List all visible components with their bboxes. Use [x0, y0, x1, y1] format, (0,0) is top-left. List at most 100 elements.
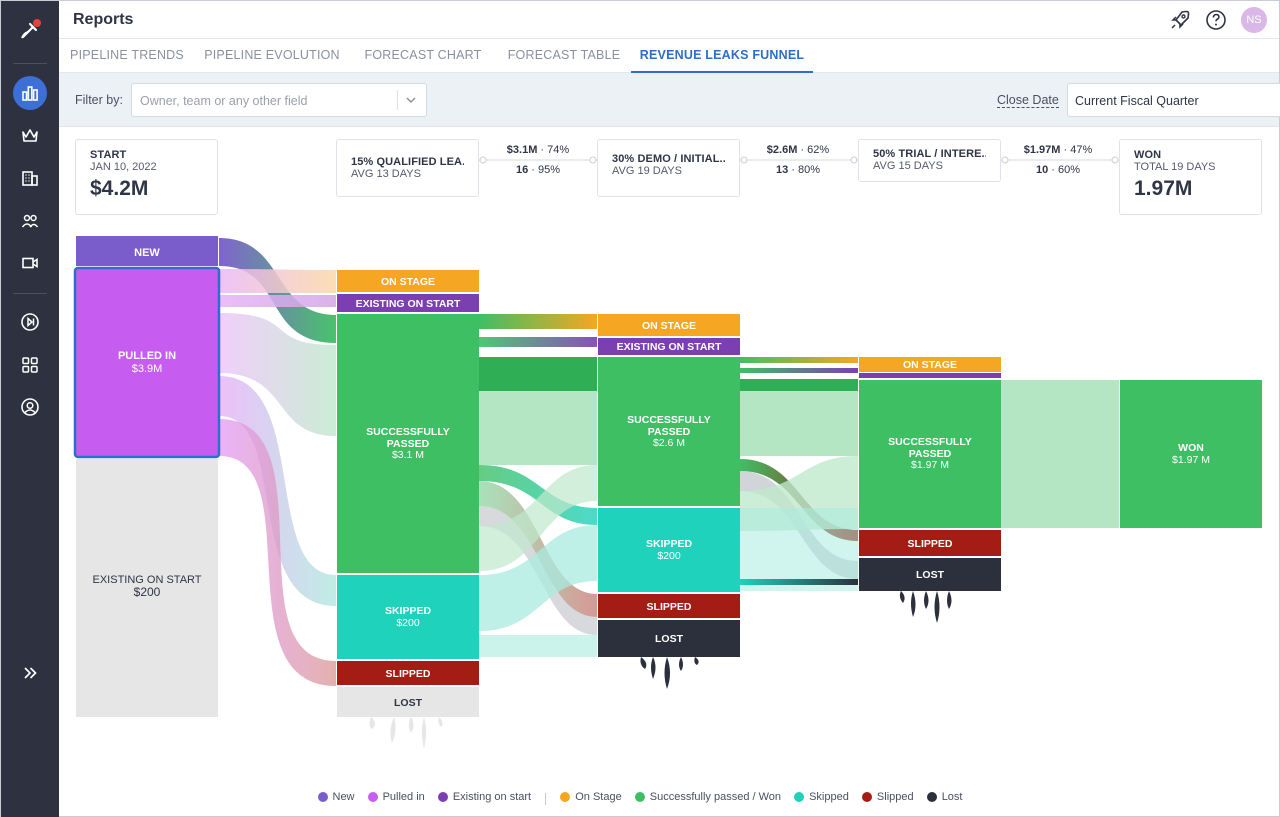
- tab-revenue-leaks-funnel[interactable]: REVENUE LEAKS FUNNEL: [631, 39, 813, 73]
- c3-passed-label-2: PASSED: [909, 448, 952, 460]
- c1-on-stage[interactable]: [337, 270, 479, 292]
- c3-successfully-passed[interactable]: [859, 380, 1001, 528]
- connector-count: 16: [515, 164, 529, 176]
- close-date-label[interactable]: Close Date: [997, 93, 1059, 108]
- c3-on-stage[interactable]: [859, 357, 1001, 372]
- close-date-select[interactable]: Current Fiscal Quarter: [1067, 83, 1280, 117]
- c3-existing-on-start[interactable]: [859, 373, 1001, 378]
- connector-pct: 74%: [547, 144, 570, 156]
- c3-lost[interactable]: [859, 558, 1001, 591]
- node-existing-on-start[interactable]: [76, 459, 218, 717]
- legend-item-pulled-in[interactable]: Pulled in: [367, 791, 425, 803]
- c3-slipped[interactable]: [859, 530, 1001, 556]
- filter-input[interactable]: Owner, team or any other field: [131, 83, 427, 117]
- c2-successfully-passed[interactable]: [598, 357, 740, 506]
- sidebar-item-accounts[interactable]: [13, 161, 47, 195]
- tab-pipeline-trends[interactable]: PIPELINE TRENDS: [70, 48, 184, 62]
- node-new[interactable]: [76, 236, 218, 266]
- expand-sidebar-button[interactable]: [13, 656, 47, 690]
- legend-item-existing-on-start[interactable]: Existing on start: [437, 791, 532, 803]
- c1-slipped-label: SLIPPED: [386, 668, 431, 680]
- legend-item-slipped[interactable]: Slipped: [861, 791, 914, 803]
- connector-count-pct: 80%: [798, 164, 821, 176]
- rocket-icon: [1171, 10, 1190, 29]
- won-title: WON: [1134, 149, 1162, 161]
- stage-avg: AVG 13 DAYS: [351, 168, 421, 180]
- c1-skipped[interactable]: [337, 575, 479, 659]
- c1-successfully-passed[interactable]: [337, 314, 479, 573]
- sidebar-item-people[interactable]: [13, 204, 47, 238]
- c1-passed-label-2: PASSED: [387, 438, 430, 450]
- legend-dot: [437, 792, 448, 802]
- legend-label: Lost: [941, 791, 963, 803]
- filter-placeholder: Owner, team or any other field: [140, 94, 308, 108]
- filter-separator: [397, 90, 398, 110]
- c2-skipped[interactable]: [598, 508, 740, 592]
- node-pulled-in[interactable]: [73, 266, 221, 459]
- c1-skipped-value: $200: [396, 617, 420, 629]
- node-won[interactable]: [1120, 380, 1262, 528]
- rocket-button[interactable]: [1169, 9, 1191, 36]
- legend-item-skipped[interactable]: Skipped: [794, 791, 849, 803]
- c3-passed-label-1: SUCCESSFULLY: [888, 436, 972, 448]
- c2-skipped-value: $200: [657, 550, 681, 562]
- tab-pipeline-evolution[interactable]: PIPELINE EVOLUTION: [204, 48, 340, 62]
- stage-title: 15% QUALIFIED LEA...: [351, 156, 464, 168]
- bar-chart-icon: [22, 86, 38, 101]
- c2-leak-drips: [640, 657, 699, 689]
- node-won-label: WON: [1178, 442, 1204, 454]
- stage-card-demo[interactable]: 30% DEMO / INITIAL... AVG 19 DAYS: [597, 139, 740, 197]
- stage-card-trial[interactable]: 50% TRIAL / INTERE... AVG 15 DAYS: [858, 139, 1001, 182]
- sidebar-item-reports[interactable]: [13, 76, 47, 110]
- sidebar-item-crown[interactable]: [13, 119, 47, 153]
- c3-on-stage-label: ON STAGE: [903, 359, 957, 371]
- user-circle-icon: [21, 398, 39, 416]
- won-total: TOTAL 19 DAYS: [1134, 161, 1216, 173]
- c3-leak-drips: [899, 591, 952, 623]
- legend-item-new[interactable]: New: [317, 791, 355, 803]
- connector-pct: 62%: [807, 144, 830, 156]
- stage-card-qualified[interactable]: 15% QUALIFIED LEA... AVG 13 DAYS: [336, 139, 479, 197]
- stage-avg: AVG 15 DAYS: [873, 160, 943, 172]
- c1-passed-value: $3.1 M: [392, 449, 424, 461]
- legend-dot: [794, 792, 805, 802]
- sidebar-divider: [13, 63, 47, 64]
- legend-separator: [545, 793, 547, 806]
- c2-on-stage[interactable]: [598, 314, 740, 336]
- c2-existing-on-start[interactable]: [598, 338, 740, 355]
- c1-leak-drips: [369, 717, 443, 749]
- sidebar-item-profile[interactable]: [13, 390, 47, 424]
- logo-icon[interactable]: [13, 13, 47, 47]
- filter-bar: Filter by: Owner, team or any other fiel…: [59, 73, 1280, 127]
- legend-item-passed-won[interactable]: Successfully passed / Won: [634, 791, 781, 803]
- help-button[interactable]: [1205, 9, 1227, 36]
- c2-existing-label: EXISTING ON START: [617, 341, 722, 353]
- legend-item-on-stage[interactable]: On Stage: [560, 791, 622, 803]
- c2-slipped[interactable]: [598, 594, 740, 618]
- legend-item-lost[interactable]: Lost: [926, 791, 963, 803]
- c3-passed-value: $1.97 M: [911, 459, 949, 471]
- legend-label: Existing on start: [452, 791, 532, 803]
- sidebar-divider: [13, 293, 47, 294]
- crown-icon: [22, 129, 38, 142]
- c2-lost[interactable]: [598, 620, 740, 657]
- tab-forecast-table[interactable]: FORECAST TABLE: [507, 48, 621, 62]
- top-bar: Reports NS: [59, 1, 1279, 39]
- node-existing-on-start-value: $200: [134, 585, 161, 599]
- connector-pct: 47%: [1070, 144, 1093, 156]
- avatar[interactable]: NS: [1241, 7, 1267, 33]
- building-icon: [22, 171, 38, 186]
- c2-slipped-label: SLIPPED: [647, 601, 692, 613]
- c1-existing-on-start[interactable]: [337, 294, 479, 312]
- c1-slipped[interactable]: [337, 661, 479, 685]
- c3-slipped-label: SLIPPED: [908, 538, 953, 550]
- legend-dot: [560, 792, 571, 802]
- connector-amount: $1.97M: [1023, 144, 1061, 156]
- c1-lost[interactable]: [337, 687, 479, 717]
- sidebar-item-video[interactable]: [13, 246, 47, 280]
- sidebar: [1, 1, 59, 817]
- sidebar-item-player[interactable]: [13, 305, 47, 339]
- tab-forecast-chart[interactable]: FORECAST CHART: [364, 48, 482, 62]
- sidebar-item-apps[interactable]: [13, 348, 47, 382]
- chevron-down-icon[interactable]: [405, 94, 417, 106]
